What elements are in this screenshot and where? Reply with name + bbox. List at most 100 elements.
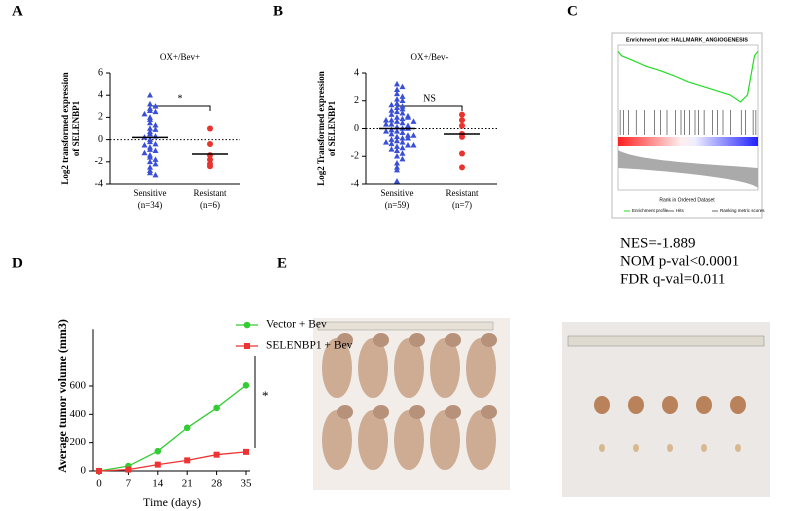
data-point bbox=[388, 130, 395, 137]
data-point bbox=[394, 96, 400, 102]
panel-label: E bbox=[277, 255, 287, 271]
x-tick-label: Sensitive bbox=[134, 188, 167, 198]
data-point bbox=[399, 103, 406, 109]
data-point bbox=[394, 104, 400, 110]
data-point bbox=[388, 146, 395, 152]
heat-bar bbox=[618, 137, 758, 146]
mouse-head bbox=[337, 405, 353, 419]
x-tick-note: (n=34) bbox=[138, 200, 163, 210]
data-point bbox=[147, 146, 153, 152]
x-tick-label: 21 bbox=[182, 478, 193, 490]
data-point bbox=[394, 147, 400, 153]
ruler bbox=[567, 335, 765, 347]
data-point bbox=[399, 139, 406, 145]
legend-label: Ranking metric scores bbox=[720, 208, 765, 213]
legend-label: Enrichment profile bbox=[632, 208, 669, 213]
data-point bbox=[459, 117, 465, 124]
axis bbox=[109, 73, 240, 185]
mouse-head bbox=[337, 333, 353, 347]
data-point bbox=[394, 159, 400, 166]
series-line bbox=[98, 451, 247, 472]
tumor bbox=[730, 396, 746, 414]
data-point bbox=[394, 178, 400, 184]
x-tick-label: Resistant bbox=[194, 188, 227, 198]
data-point bbox=[399, 135, 406, 141]
data-point bbox=[459, 164, 465, 171]
mouse bbox=[466, 410, 496, 470]
data-point bbox=[394, 100, 400, 106]
data-point bbox=[147, 130, 153, 137]
data-point bbox=[394, 164, 400, 170]
data-point bbox=[388, 140, 395, 147]
data-point bbox=[394, 118, 400, 124]
y-tick-label: -2 bbox=[351, 151, 359, 162]
data-point bbox=[147, 169, 153, 176]
mouse-head bbox=[409, 333, 425, 347]
mouse bbox=[322, 410, 352, 470]
panel-label: A bbox=[12, 3, 23, 19]
data-point bbox=[213, 404, 220, 412]
annotation: * bbox=[178, 93, 183, 104]
legend-label: Vector + Bev bbox=[266, 319, 327, 331]
plot-frame bbox=[617, 44, 759, 191]
tumor bbox=[662, 396, 678, 414]
x-tick-label: Sensitive bbox=[381, 188, 414, 198]
data-point bbox=[399, 97, 406, 104]
data-point bbox=[183, 424, 191, 432]
data-point bbox=[405, 141, 411, 148]
mouse bbox=[322, 338, 352, 398]
x-axis-label: Rank in Ordered Dataset bbox=[659, 197, 715, 203]
data-point bbox=[154, 461, 161, 468]
enrichment-line bbox=[617, 50, 759, 103]
stat-text: NOM p-val<0.0001 bbox=[620, 253, 739, 269]
tumor bbox=[633, 444, 639, 452]
chart-title: Enrichment plot: HALLMARK_ANGIOGENESIS bbox=[626, 37, 748, 43]
x-tick-label: 0 bbox=[96, 478, 102, 490]
data-point bbox=[141, 110, 148, 117]
data-point bbox=[207, 141, 213, 148]
y-tick-label: 600 bbox=[70, 380, 87, 392]
data-point bbox=[152, 171, 159, 178]
data-point bbox=[147, 164, 153, 170]
y-tick-label: 4 bbox=[354, 67, 359, 78]
ranking-area bbox=[618, 150, 758, 188]
data-point bbox=[152, 126, 159, 132]
y-tick-label: 400 bbox=[70, 408, 87, 420]
data-point bbox=[152, 103, 159, 109]
mouse-head bbox=[481, 405, 497, 419]
data-point bbox=[399, 150, 406, 156]
data-point bbox=[96, 468, 102, 474]
data-point bbox=[147, 125, 153, 131]
data-point bbox=[147, 158, 153, 165]
data-point bbox=[388, 101, 395, 108]
tumor bbox=[599, 444, 605, 452]
mouse bbox=[394, 338, 424, 398]
legend-label: Hits bbox=[676, 208, 684, 213]
data-point bbox=[147, 100, 153, 107]
data-point bbox=[394, 86, 400, 92]
data-point bbox=[405, 132, 411, 138]
stat-text: FDR q-val=0.011 bbox=[620, 271, 725, 287]
data-point bbox=[207, 125, 213, 132]
x-tick-label: 7 bbox=[126, 478, 132, 490]
x-tick-label: 28 bbox=[211, 478, 223, 490]
y-tick-label: 2 bbox=[354, 95, 359, 106]
data-point bbox=[147, 92, 153, 98]
data-point bbox=[394, 114, 400, 120]
data-point bbox=[394, 143, 400, 149]
data-point bbox=[383, 139, 389, 145]
x-tick-note: (n=6) bbox=[200, 200, 220, 210]
data-point bbox=[394, 128, 400, 134]
legend-marker bbox=[244, 343, 250, 349]
annotation: * bbox=[262, 388, 269, 403]
data-point bbox=[152, 156, 159, 162]
tumor bbox=[696, 396, 712, 414]
data-point bbox=[394, 153, 400, 159]
data-point bbox=[388, 121, 395, 127]
data-point bbox=[399, 155, 406, 162]
data-point bbox=[207, 163, 213, 170]
mouse-head bbox=[481, 333, 497, 347]
y-tick-label: -2 bbox=[95, 156, 103, 167]
y-tick-label: 0 bbox=[98, 134, 103, 145]
data-point bbox=[399, 83, 406, 90]
